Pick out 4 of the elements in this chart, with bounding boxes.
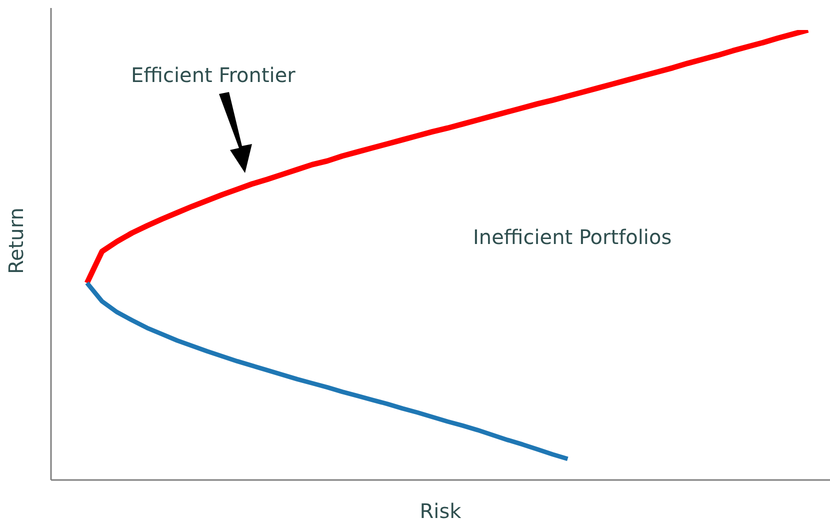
y-axis-title: Return (4, 208, 28, 274)
annotation: Inefficient Portfolios (473, 225, 672, 249)
annotation: Efficient Frontier (131, 63, 296, 87)
x-axis-title: Risk (420, 499, 462, 520)
